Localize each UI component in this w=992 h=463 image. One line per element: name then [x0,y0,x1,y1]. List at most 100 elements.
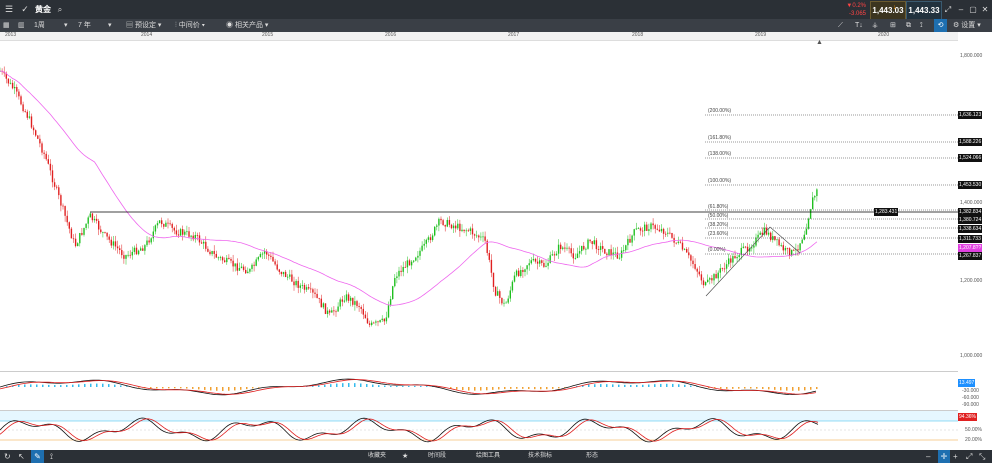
level-box: 1,636.123 [958,111,983,119]
star-icon[interactable]: ★ [402,453,409,460]
zoom-out-icon[interactable]: – [926,452,931,461]
fib-label: (61.80%) [708,204,729,210]
candle-body [482,236,484,238]
expand-icon[interactable]: ⤢ [944,5,952,14]
split-icon[interactable]: ▥ [18,22,25,29]
eye-icon: ◉ [226,22,235,29]
candle-body [782,245,784,251]
alert-bell-icon[interactable]: ▲ [816,39,823,46]
minimize-icon[interactable]: – [958,5,964,14]
magnet-icon[interactable]: ⟟ [920,22,923,29]
stoch-axis-label: 50.00% [965,427,982,433]
candle-body [662,228,665,234]
text-tool-icon[interactable]: T↓ [855,22,863,29]
candle-body [421,245,423,251]
macd-panel[interactable] [0,371,958,410]
candle-body [213,251,215,254]
tab-drawing-tools[interactable]: 绘图工具 [476,453,501,459]
fit-icon[interactable]: ⤢ [966,452,973,461]
interval-dropdown[interactable]: 1周 ▾ [34,19,70,32]
candle-body [43,152,45,154]
drawing-icon[interactable]: ⟋ [838,22,843,29]
candle-body [66,215,68,223]
cursor-icon[interactable]: ↖ [18,452,25,461]
tab-indicators[interactable]: 技术指标 [528,453,553,459]
candle-body [314,292,316,294]
candle-body [224,260,226,263]
candle-body [814,196,816,198]
macd-bar [126,386,128,387]
macd-bar [780,387,782,391]
maximize-icon[interactable]: ▢ [969,5,977,14]
level-box: 1,338.634 [958,225,983,233]
candle-body [270,255,272,257]
candle-body [240,266,243,269]
candle-body [694,264,696,269]
tab-patterns[interactable]: 形态 [586,453,599,459]
refresh-icon[interactable]: ↻ [4,452,11,461]
candle-body [32,127,35,131]
zoom-in-icon[interactable]: + [953,452,958,461]
compress-icon[interactable]: ⤡ [979,452,986,461]
crosshair-tool-icon[interactable]: ✛ [938,450,950,463]
macd-bar [558,387,560,389]
candle-body [730,258,732,263]
trend-zigzag-line[interactable] [705,226,801,297]
price-chart[interactable] [0,41,958,370]
search-icon[interactable]: ⌕ [57,5,63,14]
candle-body [658,229,661,232]
indicator-icon[interactable]: ⚶ [872,22,878,29]
check-icon[interactable]: ✓ [21,4,29,14]
candle-body [629,238,631,243]
candle-body [154,225,157,232]
candle-body [5,73,7,79]
sell-price-button[interactable]: 1,443.03 [870,1,906,20]
sell-arrow-icon: ↓ [893,4,897,11]
settings-button[interactable]: ⚙ 设置 ▾ [953,19,981,32]
candle-body [709,278,711,280]
candle-body [767,232,770,235]
candle-body [39,138,41,144]
candle-body [807,218,810,229]
candle-body [627,238,629,246]
pen-icon[interactable]: ✎ [31,450,44,463]
related-dropdown[interactable]: ◉ 相关产品 ▾ [226,19,268,32]
crosshair-icon[interactable]: ⊞ [890,22,896,29]
macd-bar [42,384,44,387]
candle-body [623,250,625,252]
link-icon[interactable]: ⟲ [934,19,947,32]
candle-body [593,240,595,245]
layout-icon[interactable]: ▦ [3,22,10,29]
close-icon[interactable]: ✕ [981,5,989,14]
macd-bar [738,387,740,389]
macd-bar [690,385,692,387]
candle-body [408,260,411,266]
candle-body [690,255,692,261]
tab-timeframe[interactable]: 时间段 [428,453,447,459]
stochastic-panel[interactable] [0,410,958,451]
magnet-tool-icon[interactable]: ⟟ [50,452,53,461]
tab-favorites[interactable]: 收藏夹 [368,453,387,459]
candle-body [398,270,400,277]
buy-price-button[interactable]: 1,443.33 [906,1,942,20]
macd-bar [642,384,644,387]
candle-body [194,234,196,240]
copy-icon[interactable]: ⧉ [906,22,911,29]
candle-body [686,248,688,253]
range-dropdown[interactable]: 7 年 ▾ [78,19,118,32]
candle-body [331,310,333,313]
candle-body [610,249,612,256]
candle-body [284,271,287,277]
candle-body [79,233,81,244]
candle-body [746,246,749,252]
candle-body [186,231,188,233]
macd-bar [720,387,722,389]
macd-bar [726,387,728,389]
price-type-dropdown[interactable]: ⫶ 中间价 ▾ [175,19,205,32]
price-axis-label: 1,800.000 [960,53,983,59]
menu-icon[interactable]: ☰ [4,4,14,14]
candle-body [305,287,308,290]
candle-body [238,268,241,271]
candle-body [140,248,142,251]
preset-dropdown[interactable]: ▤ 预设定 ▾ [126,19,161,32]
